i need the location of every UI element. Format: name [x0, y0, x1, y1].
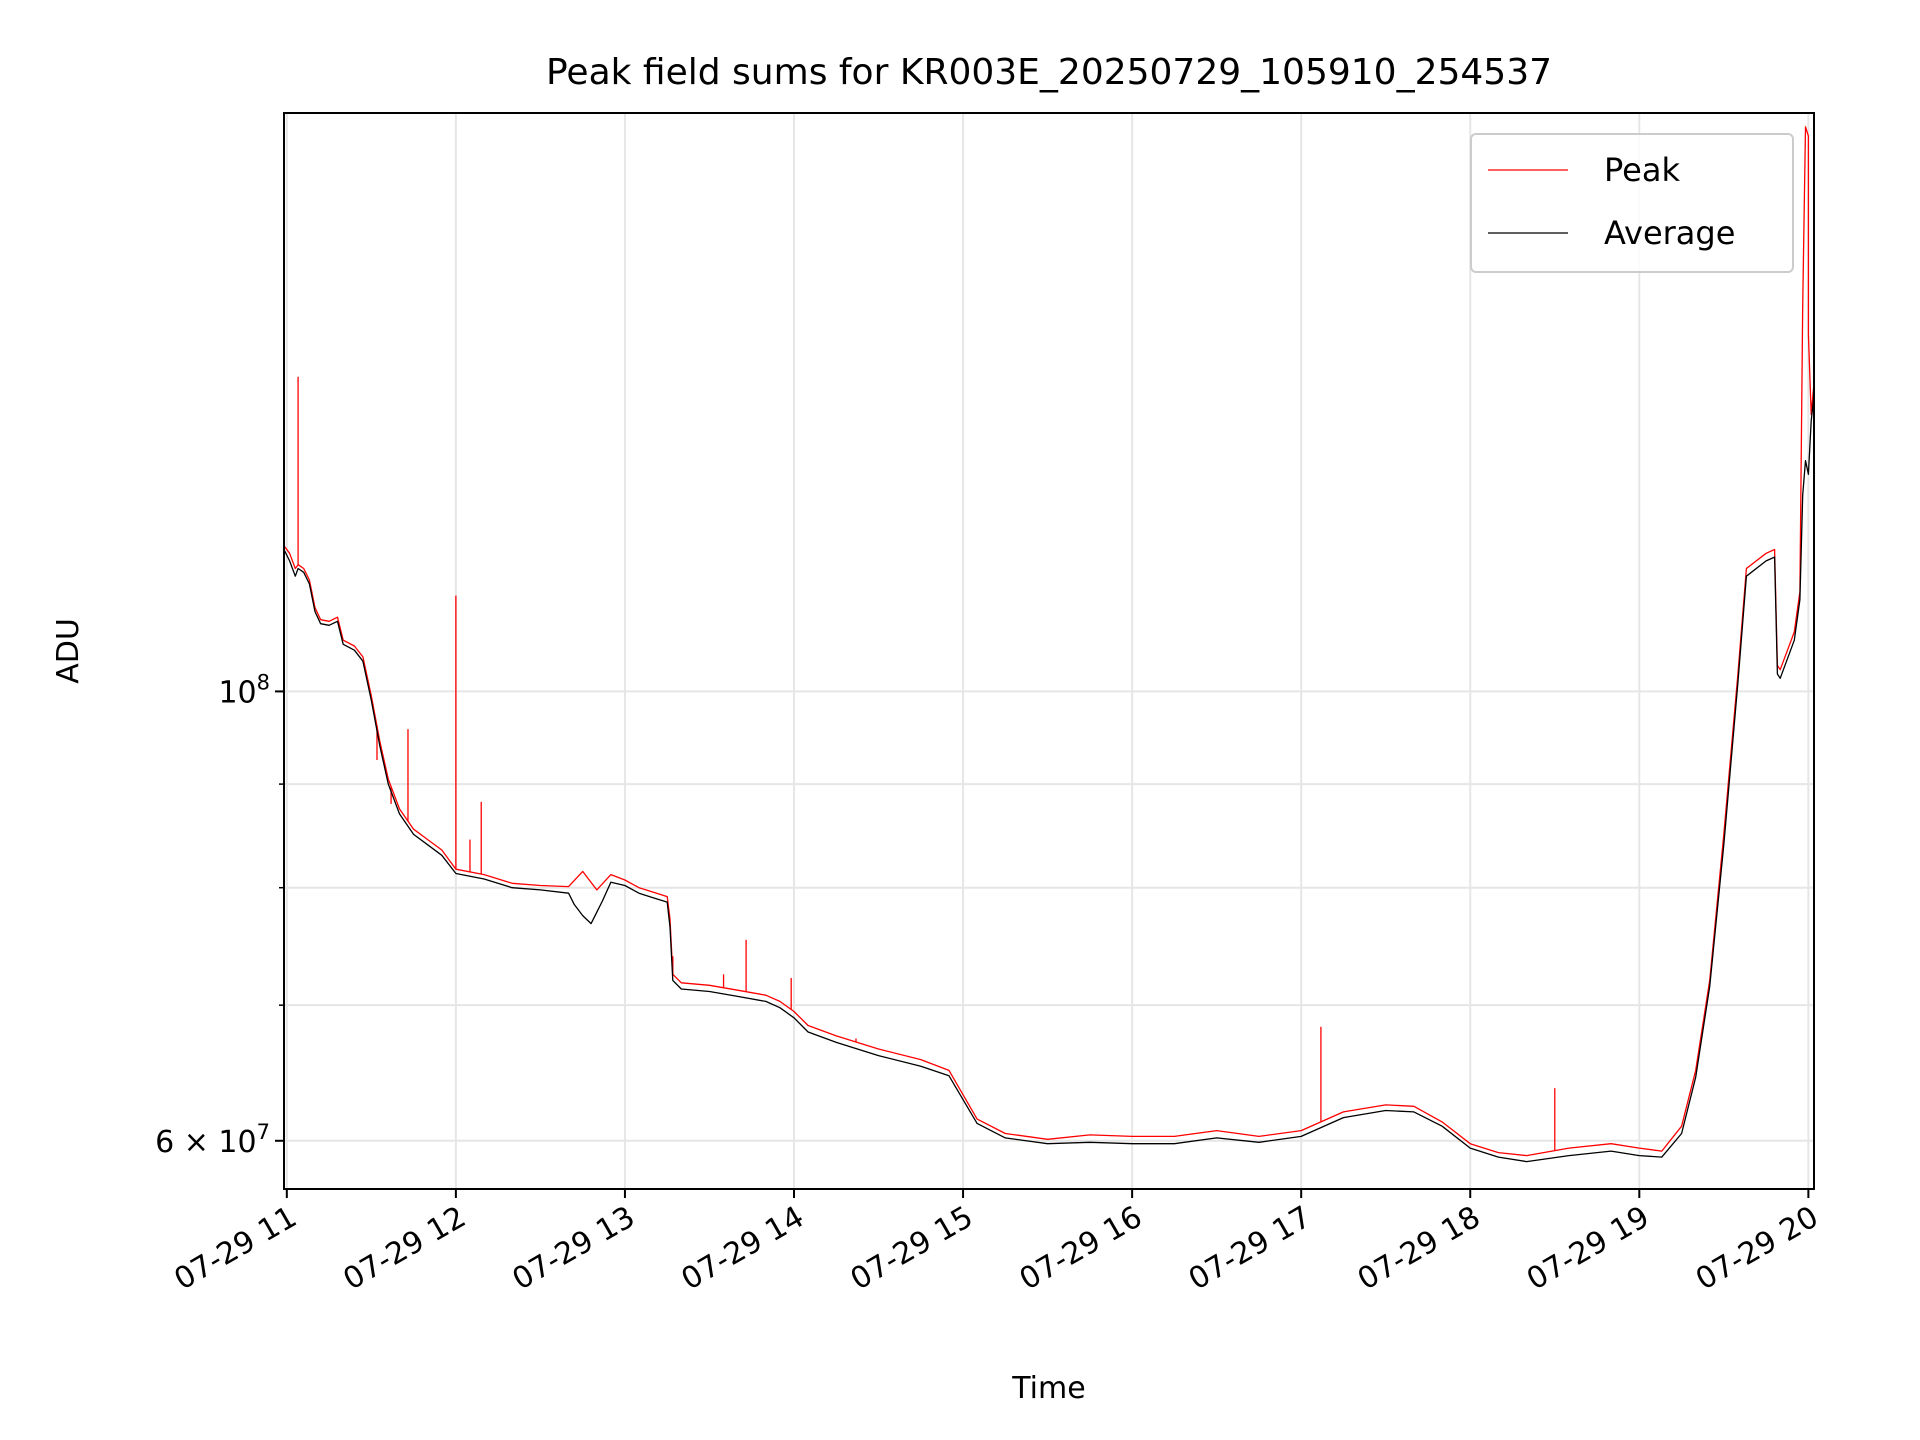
y-tick-label-base: 6 × 10 [155, 1125, 256, 1160]
y-tick-label-exponent: 7 [257, 1120, 270, 1144]
x-axis-label: Time [1011, 1371, 1085, 1406]
series-line-average [284, 395, 1814, 1163]
y-axis-ticks: 108 6 × 107 [155, 670, 284, 1160]
series-layer [284, 126, 1814, 1163]
legend: Peak Average [1470, 133, 1794, 273]
y-axis-label: ADU [51, 618, 86, 684]
y-tick-label-base: 10 [218, 675, 256, 710]
chart-title: Peak field sums for KR003E_20250729_1059… [546, 52, 1552, 93]
legend-average-label: Average [1604, 214, 1735, 252]
legend-peak-label: Peak [1604, 151, 1680, 189]
y-tick-label-exponent: 8 [257, 670, 270, 694]
plot-frame [283, 112, 1815, 1190]
grid [284, 113, 1814, 1189]
legend-box [1470, 133, 1794, 273]
y-tick-label: 108 [218, 670, 270, 710]
y-tick-label: 6 × 107 [155, 1120, 270, 1160]
